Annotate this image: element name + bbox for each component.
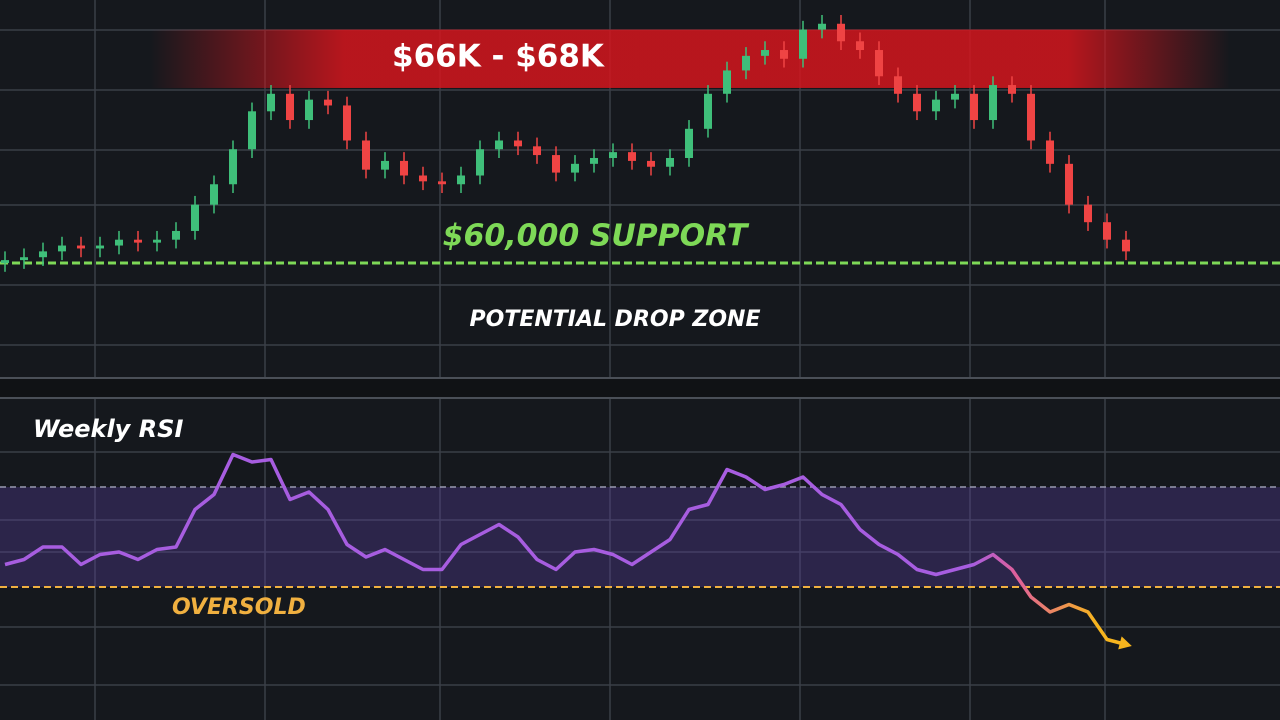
- drop-zone-label: POTENTIAL DROP ZONE: [470, 307, 761, 332]
- candle-body: [970, 93, 978, 121]
- candle-body: [96, 245, 104, 249]
- support-label: $60,000 SUPPORT: [443, 219, 750, 254]
- candle-body: [533, 146, 541, 156]
- candle-body: [381, 160, 389, 170]
- candle-body: [495, 140, 503, 150]
- candle-body: [362, 140, 370, 170]
- candle-body: [1084, 204, 1092, 223]
- candle-body: [39, 251, 47, 258]
- panel-separator: [0, 378, 1280, 398]
- candle-body: [742, 55, 750, 71]
- candle-body: [229, 149, 237, 185]
- candle-body: [590, 157, 598, 164]
- candle-body: [1065, 163, 1073, 205]
- rsi-title: Weekly RSI: [33, 415, 183, 443]
- candle-body: [191, 204, 199, 231]
- candle-body: [1103, 222, 1111, 240]
- candle-body: [134, 239, 142, 243]
- candle-body: [305, 99, 313, 121]
- rsi-band: [0, 487, 1280, 587]
- candle-body: [856, 41, 864, 51]
- candle-body: [685, 128, 693, 158]
- candle-body: [989, 85, 997, 121]
- candle-body: [1, 260, 9, 264]
- candle-body: [419, 175, 427, 182]
- candle-body: [761, 50, 769, 56]
- resistance-zone: [150, 29, 1230, 88]
- candle-body: [951, 93, 959, 100]
- candle-body: [704, 93, 712, 129]
- candle-body: [1027, 93, 1035, 141]
- oversold-label: OVERSOLD: [172, 595, 306, 620]
- candle-body: [267, 93, 275, 112]
- candle-body: [324, 99, 332, 106]
- candle-body: [723, 70, 731, 94]
- candle-body: [438, 181, 446, 185]
- candle-body: [799, 29, 807, 59]
- candle-body: [837, 23, 845, 42]
- rsi-arrow: [1118, 636, 1132, 650]
- candle-body: [571, 163, 579, 173]
- candle-body: [77, 245, 85, 249]
- candle-body: [343, 105, 351, 141]
- candle-body: [1046, 140, 1054, 164]
- candle-body: [286, 93, 294, 121]
- candle-body: [666, 157, 674, 167]
- candle-body: [115, 239, 123, 246]
- candle-body: [514, 140, 522, 147]
- candle-body: [780, 50, 788, 59]
- candle-body: [248, 111, 256, 150]
- candle-body: [552, 155, 560, 173]
- candle-body: [609, 152, 617, 158]
- resistance-label: $66K - $68K: [392, 39, 605, 75]
- candle-body: [210, 184, 218, 205]
- candle-body: [875, 50, 883, 77]
- candle-body: [894, 76, 902, 94]
- candle-body: [476, 149, 484, 176]
- candle-body: [153, 239, 161, 243]
- candle-body: [172, 230, 180, 240]
- candle-body: [913, 93, 921, 112]
- candle-body: [932, 99, 940, 112]
- rsi-line: [4, 452, 1127, 647]
- candle-body: [628, 152, 636, 161]
- candle-body: [1122, 239, 1130, 252]
- candle-body: [457, 175, 465, 185]
- candle-body: [58, 245, 66, 252]
- candle-body: [647, 160, 655, 167]
- candle-body: [1008, 85, 1016, 94]
- candle-body: [20, 257, 28, 261]
- candle-body: [818, 23, 826, 30]
- candle-body: [400, 160, 408, 176]
